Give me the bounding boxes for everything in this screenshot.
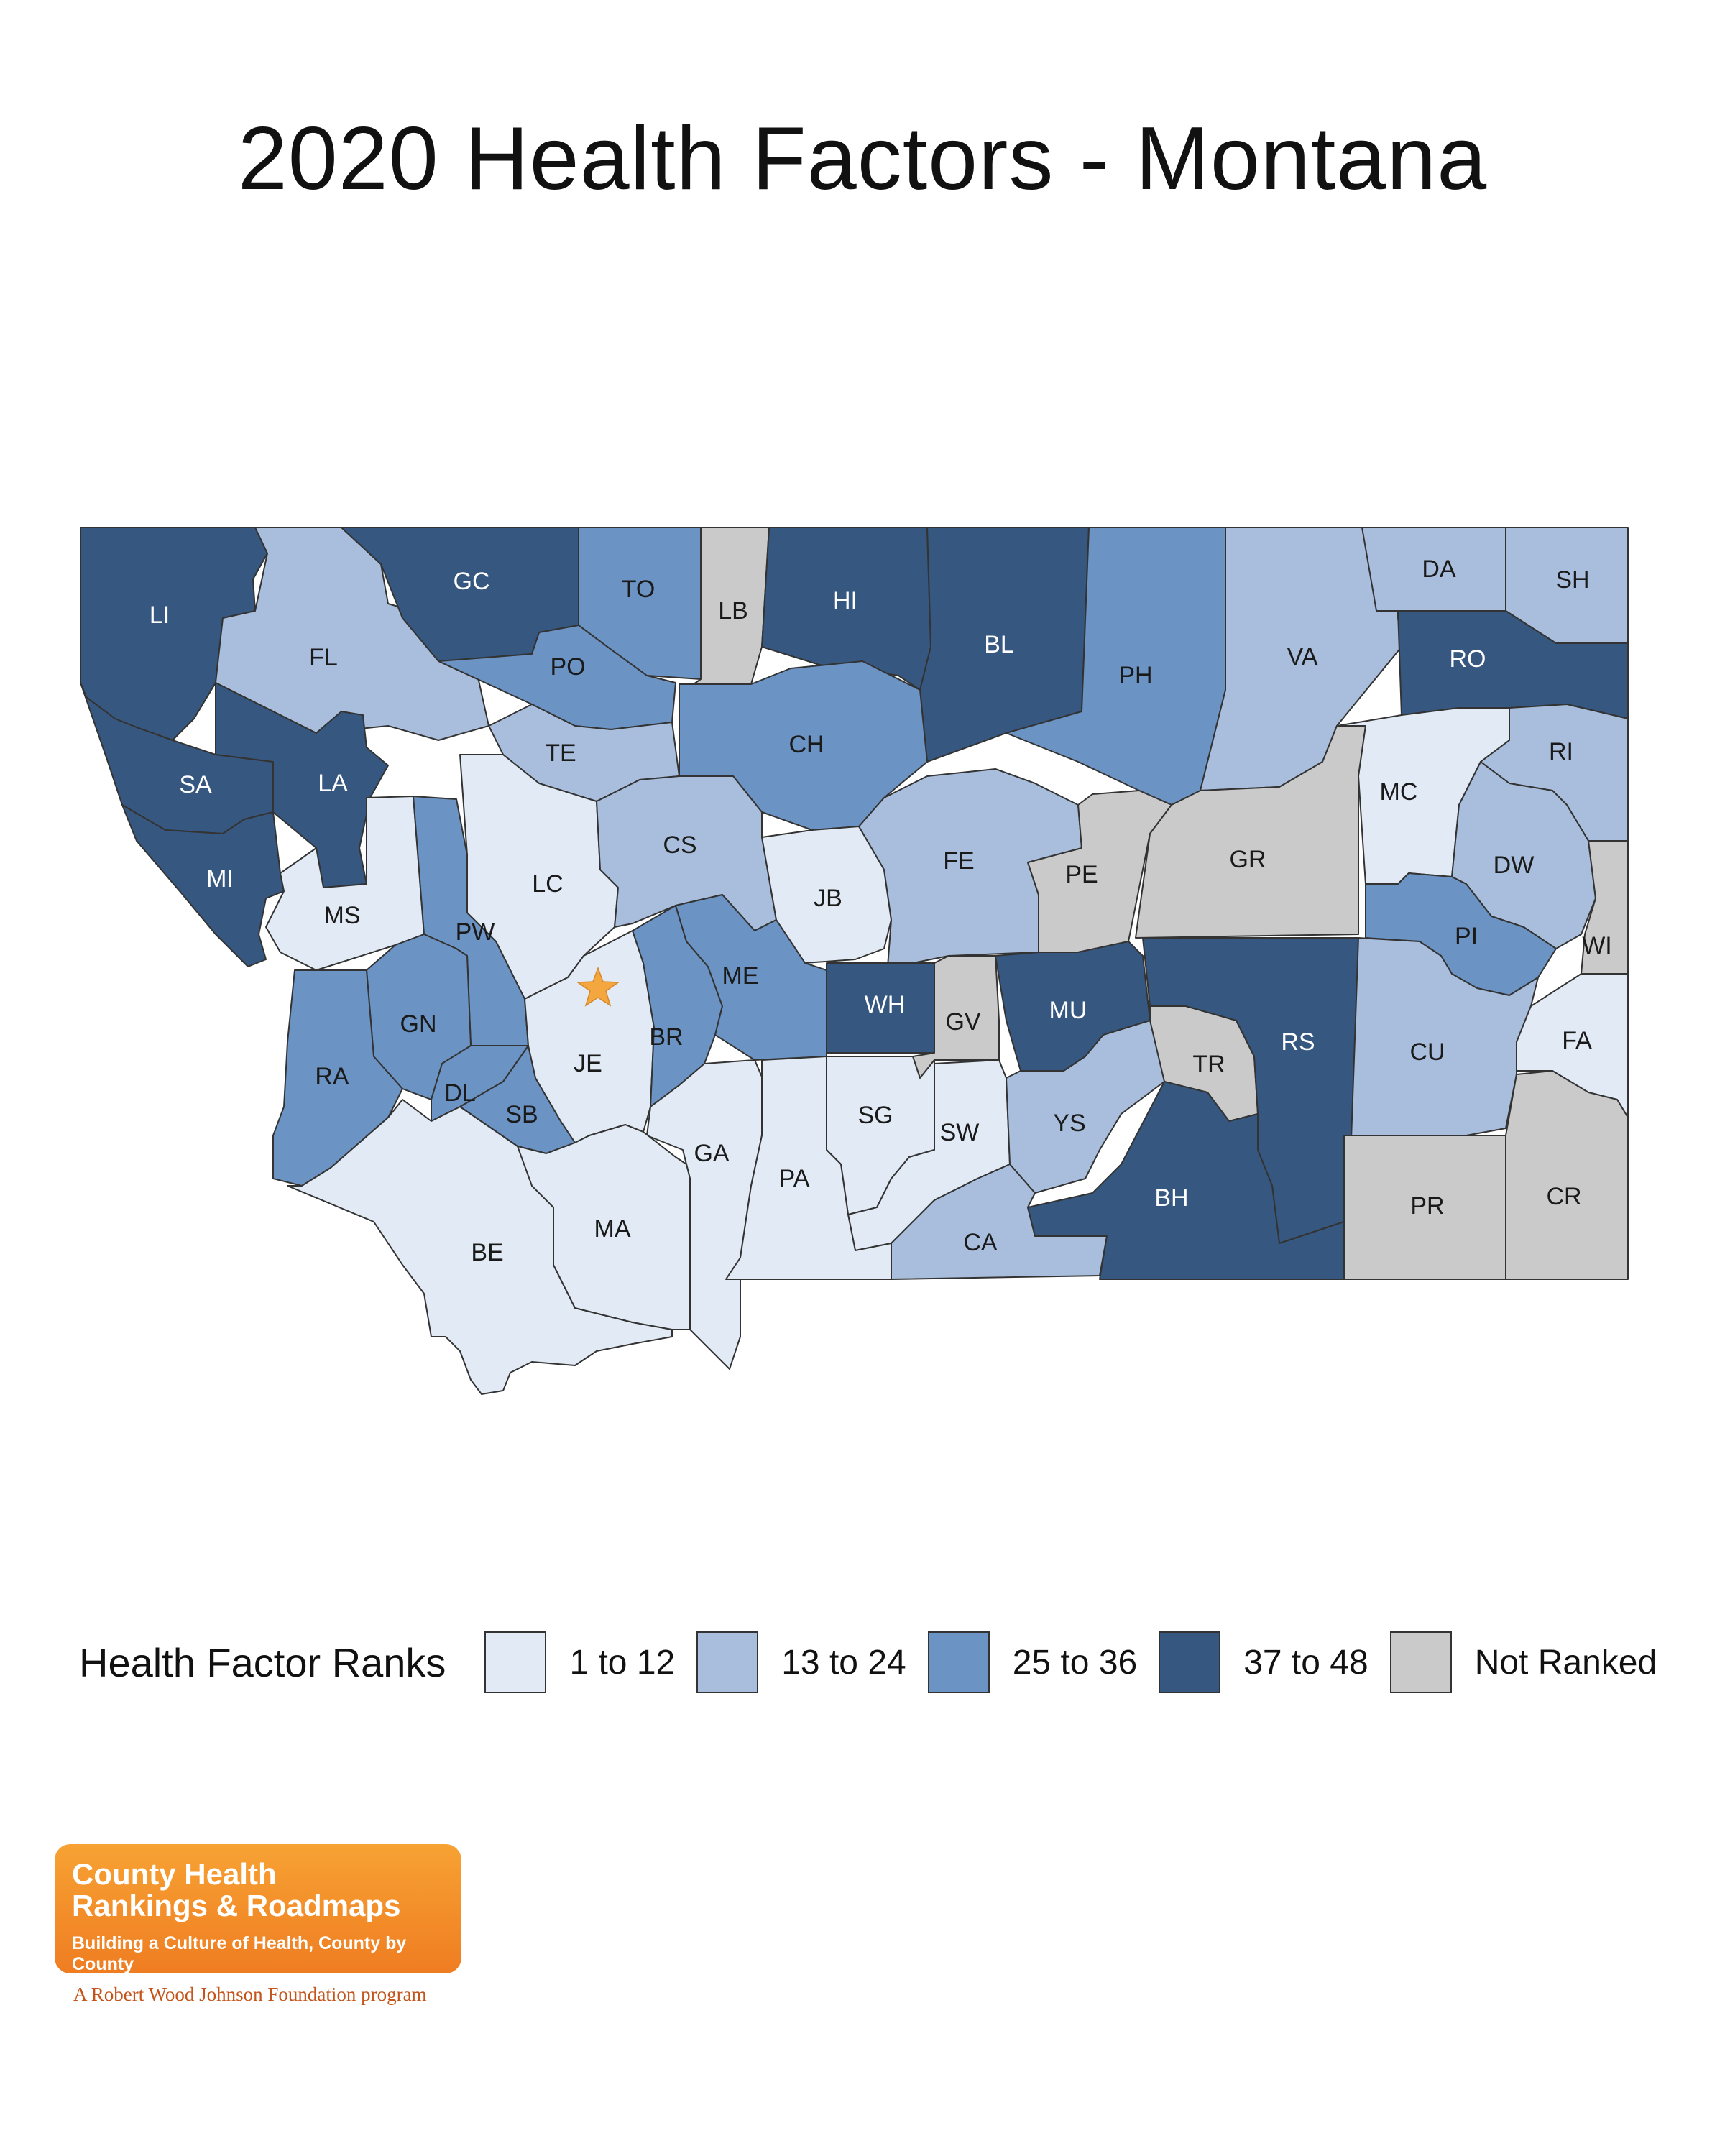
county-label-ma: MA (594, 1215, 631, 1243)
county-label-sa: SA (179, 771, 212, 798)
county-label-ro: RO (1450, 645, 1486, 673)
brand-line2: Rankings & Roadmaps (72, 1889, 401, 1922)
legend-item-37-48: 37 to 48 (1159, 1631, 1368, 1693)
county-label-ys: YS (1053, 1110, 1085, 1137)
county-label-la: LA (318, 770, 348, 797)
county-label-cu: CU (1409, 1038, 1445, 1066)
legend-item-25-36: 25 to 36 (927, 1631, 1138, 1693)
county-label-li: LI (150, 602, 170, 629)
county-label-fl: FL (309, 644, 338, 671)
county-label-lc: LC (532, 870, 563, 898)
county-label-ch: CH (788, 731, 824, 758)
county-label-je: JE (574, 1050, 602, 1077)
legend: Health Factor Ranks 1 to 12 13 to 24 25 … (79, 1630, 1678, 1695)
legend-label: Not Ranked (1474, 1643, 1657, 1682)
legend-swatch (1159, 1631, 1221, 1693)
county-label-pr: PR (1410, 1192, 1444, 1220)
county-label-dw: DW (1494, 852, 1535, 879)
legend-swatch (927, 1631, 990, 1693)
county-label-pe: PE (1065, 861, 1098, 888)
county-label-fe: FE (943, 847, 974, 875)
county-mi (121, 804, 285, 967)
legend-swatch (484, 1631, 547, 1693)
county-label-sg: SG (857, 1102, 893, 1129)
county-label-da: DA (1422, 556, 1456, 583)
county-label-lb: LB (718, 597, 748, 625)
brand-tagline: Building a Culture of Health, County by … (72, 1933, 407, 1974)
county-label-wh: WH (865, 991, 906, 1018)
county-label-gv: GV (945, 1008, 980, 1036)
chrr-logo: County Health Rankings & Roadmaps Buildi… (55, 1844, 461, 2006)
county-cr (1505, 1070, 1629, 1280)
county-label-pi: PI (1455, 923, 1478, 950)
county-shapes (80, 527, 1629, 1395)
county-label-ms: MS (324, 902, 361, 929)
county-label-wi: WI (1582, 932, 1612, 959)
county-bh (1027, 1081, 1345, 1280)
county-label-mi: MI (206, 865, 234, 893)
county-label-ph: PH (1118, 662, 1152, 689)
legend-title: Health Factor Ranks (79, 1639, 446, 1685)
county-label-gn: GN (400, 1010, 437, 1038)
county-label-ga: GA (694, 1140, 729, 1167)
legend-item-not-ranked: Not Ranked (1389, 1631, 1657, 1693)
legend-swatch (696, 1631, 759, 1693)
legend-swatch (1389, 1631, 1452, 1693)
county-label-mc: MC (1380, 778, 1418, 806)
county-label-sb: SB (505, 1101, 538, 1128)
county-label-be: BE (471, 1239, 503, 1266)
county-la (215, 682, 389, 888)
brand-line1: County Health (72, 1857, 277, 1891)
legend-label: 25 to 36 (1012, 1643, 1138, 1682)
county-label-pa: PA (779, 1165, 810, 1192)
county-label-cs: CS (663, 831, 696, 859)
county-gv (912, 955, 1000, 1079)
county-label-dl: DL (444, 1079, 475, 1107)
capital-star-icon (576, 966, 620, 1007)
county-label-gr: GR (1230, 846, 1266, 873)
county-label-hi: HI (833, 587, 857, 614)
brand-footer: A Robert Wood Johnson Foundation program (73, 1984, 427, 2005)
county-label-te: TE (545, 740, 576, 767)
county-label-jb: JB (814, 885, 842, 912)
county-label-ri: RI (1549, 738, 1573, 765)
county-label-me: ME (722, 962, 759, 990)
county-label-to: TO (622, 576, 656, 603)
legend-item-1-12: 1 to 12 (484, 1631, 675, 1693)
county-be (287, 1099, 673, 1395)
county-label-tr: TR (1192, 1051, 1225, 1078)
county-label-cr: CR (1546, 1183, 1581, 1210)
county-label-po: PO (550, 653, 585, 681)
legend-label: 1 to 12 (569, 1643, 676, 1682)
county-label-br: BR (649, 1023, 683, 1051)
chrr-logo-badge: County Health Rankings & Roadmaps Buildi… (55, 1844, 461, 1974)
county-label-sw: SW (940, 1119, 980, 1146)
county-label-bh: BH (1154, 1184, 1188, 1212)
county-label-fa: FA (1562, 1027, 1592, 1054)
county-cu (1351, 937, 1539, 1140)
page-title: 2020 Health Factors - Montana (237, 109, 1488, 208)
county-label-ca: CA (963, 1229, 998, 1256)
county-label-va: VA (1287, 643, 1318, 671)
county-label-gc: GC (454, 568, 490, 595)
county-fl (215, 527, 489, 741)
county-label-mu: MU (1049, 997, 1087, 1024)
county-ma (517, 1124, 691, 1330)
legend-label: 13 to 24 (781, 1643, 906, 1682)
county-label-sh: SH (1555, 566, 1589, 594)
legend-item-13-24: 13 to 24 (696, 1631, 906, 1693)
county-label-rs: RS (1281, 1028, 1315, 1056)
county-label-ra: RA (315, 1063, 349, 1090)
county-labels: LI FL GC TO LB HI BL PH VA DA SH RO PO TE CH SA LA MI MS LC… (150, 556, 1612, 1266)
county-label-pw: PW (456, 918, 495, 946)
county-label-bl: BL (984, 631, 1014, 658)
legend-label: 37 to 48 (1243, 1643, 1368, 1682)
